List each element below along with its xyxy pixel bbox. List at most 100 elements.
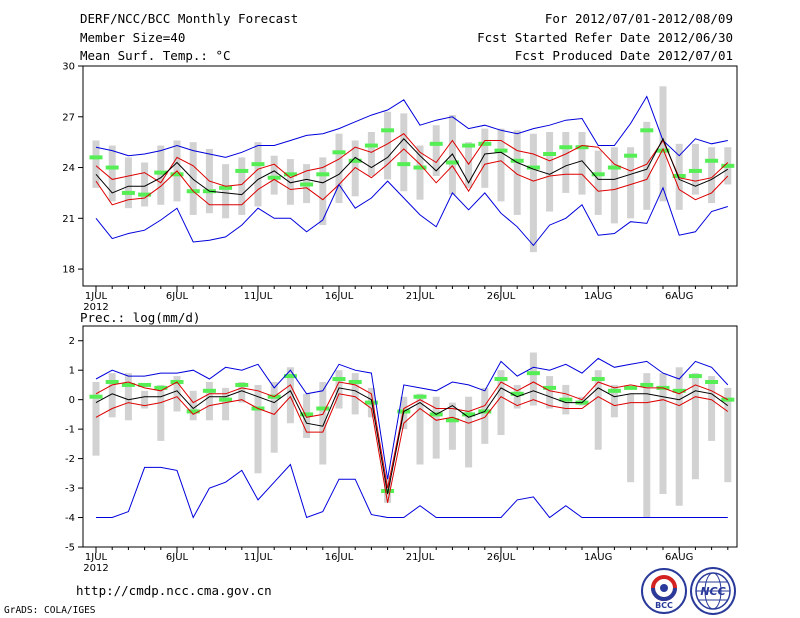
temperature-range-box bbox=[319, 157, 327, 226]
temperature-series-max bbox=[95, 95, 728, 158]
precipitation-range-box bbox=[286, 367, 294, 424]
temperature-range-box bbox=[141, 162, 149, 207]
precipitation-median-mark bbox=[332, 377, 346, 382]
temperature-series-p75 bbox=[95, 133, 729, 187]
precipitation-range-box bbox=[141, 390, 149, 409]
precipitation-x-tick-label: 6JUL bbox=[166, 552, 189, 563]
temperature-x-tick-label: 1JUL bbox=[85, 291, 108, 302]
precipitation-range-box bbox=[157, 384, 165, 441]
precipitation-median-mark bbox=[607, 388, 621, 393]
temperature-x-sub-label: 2012 bbox=[83, 302, 108, 313]
temperature-median-mark bbox=[656, 148, 670, 153]
temperature-range-box bbox=[659, 86, 667, 202]
precipitation-range-box bbox=[610, 384, 618, 418]
temperature-range-box bbox=[708, 147, 716, 204]
precipitation-range-box bbox=[319, 381, 327, 465]
temperature-x-tick-label: 6JUL bbox=[166, 291, 189, 302]
variable-label: Mean Surf. Temp.: °C bbox=[80, 48, 231, 63]
precipitation-y-tick-label: -3 bbox=[65, 484, 75, 495]
temperature-median-mark bbox=[283, 172, 297, 177]
temperature-range-box bbox=[189, 142, 197, 215]
temperature-median-mark bbox=[397, 162, 411, 167]
temperature-median-mark bbox=[138, 192, 152, 197]
precipitation-median-mark bbox=[688, 374, 702, 379]
temperature-median-mark bbox=[267, 175, 281, 180]
temperature-y-tick-label: 27 bbox=[62, 112, 75, 123]
precipitation-range-box bbox=[222, 387, 230, 421]
source-url[interactable]: http://cmdp.ncc.cma.gov.cn bbox=[76, 583, 272, 598]
precipitation-y-tick-label: -5 bbox=[65, 543, 75, 554]
precipitation-median-mark bbox=[154, 385, 168, 390]
precipitation-median-mark bbox=[445, 418, 459, 423]
temperature-median-mark bbox=[332, 150, 346, 155]
precipitation-range-box bbox=[108, 373, 116, 418]
precipitation-range-box bbox=[205, 381, 213, 421]
precipitation-median-mark bbox=[510, 391, 524, 396]
temperature-range-box bbox=[286, 159, 294, 205]
temperature-median-mark bbox=[640, 128, 654, 133]
temperature-median-mark bbox=[316, 172, 330, 177]
temperature-y-tick-label: 30 bbox=[62, 62, 75, 73]
temperature-range-box bbox=[610, 147, 618, 224]
member-size: Member Size=40 bbox=[80, 30, 186, 45]
temperature-median-mark bbox=[607, 165, 621, 170]
temperature-median-mark bbox=[413, 165, 427, 170]
precipitation-median-mark bbox=[316, 406, 330, 411]
temperature-range-box bbox=[643, 121, 651, 210]
precipitation-series-min bbox=[96, 463, 728, 519]
temperature-range-box bbox=[157, 145, 165, 205]
precipitation-range-box bbox=[92, 381, 100, 456]
precipitation-median-mark bbox=[591, 377, 605, 382]
precipitation-range-box bbox=[416, 393, 424, 465]
temperature-range-box bbox=[124, 157, 132, 209]
precipitation-y-tick-label: -2 bbox=[65, 454, 75, 465]
precipitation-y-tick-label: 1 bbox=[69, 366, 75, 377]
precipitation-range-box bbox=[659, 373, 667, 494]
temperature-range-box bbox=[384, 111, 392, 180]
ncc-logo-text: NCC bbox=[700, 585, 725, 598]
temperature-range-box bbox=[270, 155, 278, 195]
forecast-start-date: Fcst Started Refer Date 2012/06/30 bbox=[477, 30, 733, 45]
temperature-x-tick-label: 21JUL bbox=[406, 291, 435, 302]
precipitation-range-box bbox=[546, 376, 554, 409]
temperature-median-mark bbox=[251, 162, 265, 167]
precipitation-series-mean bbox=[95, 387, 729, 495]
precipitation-median-mark bbox=[624, 385, 638, 390]
precipitation-median-mark bbox=[89, 394, 103, 399]
precipitation-median-mark bbox=[202, 388, 216, 393]
temperature-median-mark bbox=[624, 153, 638, 158]
bcc-emblem-icon: BCC bbox=[651, 575, 677, 610]
bcc-logo: BCC bbox=[641, 568, 687, 614]
temperature-median-mark bbox=[688, 168, 702, 173]
precipitation-median-mark bbox=[105, 379, 119, 384]
forecast-period: For 2012/07/01-2012/08/09 bbox=[544, 11, 733, 26]
precipitation-range-box bbox=[675, 367, 683, 506]
temperature-range-box bbox=[594, 150, 602, 215]
precipitation-median-mark bbox=[381, 489, 395, 494]
temperature-median-mark bbox=[235, 168, 249, 173]
temperature-median-mark bbox=[219, 185, 233, 190]
temperature-series-mean bbox=[95, 137, 729, 196]
precipitation-series-max bbox=[95, 357, 729, 480]
precipitation-median-mark bbox=[640, 382, 654, 387]
precipitation-range-box bbox=[335, 370, 343, 409]
precipitation-median-mark bbox=[413, 394, 427, 399]
precipitation-range-box bbox=[173, 376, 181, 412]
temperature-median-mark bbox=[462, 143, 476, 148]
precipitation-range-box bbox=[124, 373, 132, 421]
precipitation-median-mark bbox=[219, 397, 233, 402]
precipitation-range-box bbox=[189, 390, 197, 421]
precipitation-range-box bbox=[238, 381, 246, 403]
precipitation-range-box bbox=[351, 373, 359, 415]
precipitation-y-tick-label: 0 bbox=[69, 395, 75, 406]
temperature-range-box bbox=[529, 133, 537, 253]
temperature-median-mark bbox=[672, 174, 686, 178]
temperature-range-box bbox=[351, 140, 359, 197]
precipitation-range-box bbox=[497, 370, 505, 436]
temperature-series-min bbox=[95, 180, 728, 247]
temperature-range-box bbox=[108, 145, 116, 202]
precipitation-y-tick-label: 2 bbox=[69, 336, 75, 347]
precipitation-median-mark bbox=[526, 371, 540, 376]
